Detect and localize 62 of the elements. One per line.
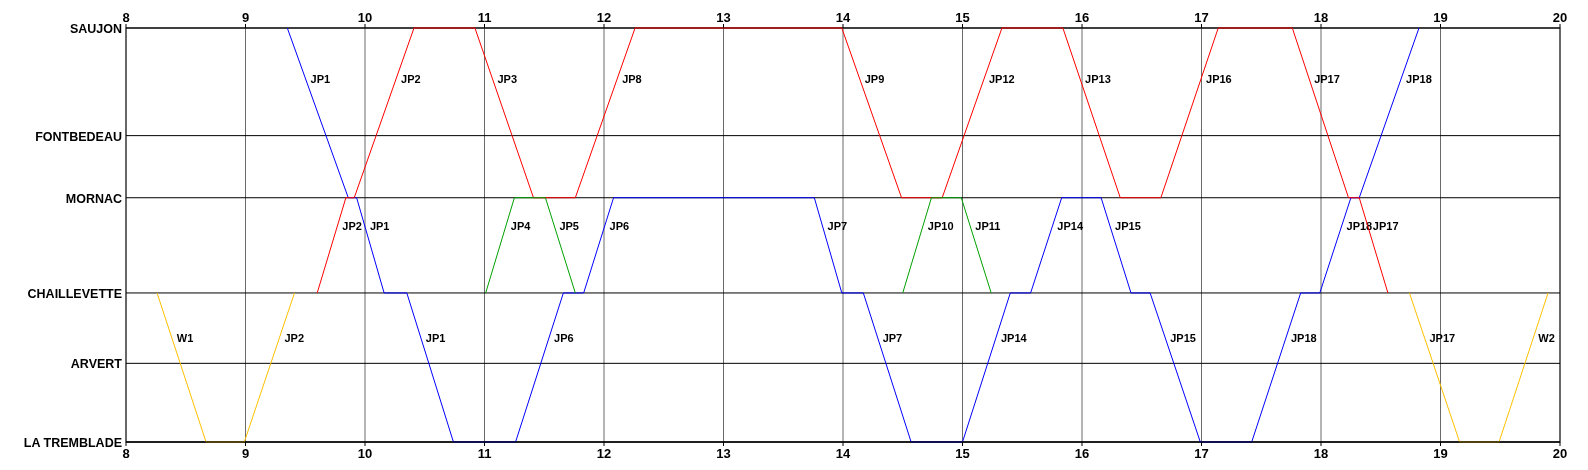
x2-tick-label: 14 — [835, 10, 851, 25]
text: JP18 — [1290, 331, 1317, 344]
x-tick-label: 18 — [1313, 446, 1329, 461]
ref-line-label: FONTBEDEAU — [35, 129, 122, 144]
ref-line-label: CHAILLEVETTE — [27, 286, 122, 301]
x-tick-label: 17 — [1194, 446, 1209, 461]
series-label: JP17 — [1314, 72, 1340, 85]
x-tick-label: 8 — [122, 446, 130, 461]
series-label: JP13 — [1085, 72, 1111, 85]
x2-tick-label: 12 — [596, 10, 612, 25]
series-label: JP11 — [975, 220, 1001, 233]
x-tick-label: 14 — [835, 446, 851, 461]
series-label: JP8 — [622, 72, 642, 85]
text: JP17 — [1372, 220, 1399, 233]
series-label: JP3 — [497, 72, 518, 85]
series-label: JP16 — [1206, 72, 1232, 85]
series-label: JP5 — [559, 220, 579, 233]
text: JP15 — [1115, 220, 1141, 233]
x2-tick-label: 9 — [241, 10, 250, 25]
x-tick-label: 11 — [477, 446, 492, 461]
series-label: JP12 — [989, 72, 1015, 85]
text: JP14 — [1000, 331, 1027, 344]
series-label: W1 — [176, 331, 194, 344]
x2-tick-label: 16 — [1074, 10, 1090, 25]
ref-line-label: SAUJON — [69, 22, 122, 36]
x2-tick-label: 8 — [122, 10, 130, 25]
text: JP2 — [342, 220, 362, 233]
x-tick-label: 10 — [357, 446, 373, 461]
x-tick-label: 13 — [716, 446, 731, 461]
series-label: JP9 — [864, 72, 885, 85]
series-label: JP15 — [1170, 331, 1196, 344]
series-label: JP1 — [310, 72, 331, 85]
x-tick-label: 9 — [241, 446, 250, 461]
series-label: JP14 — [1057, 220, 1084, 233]
text: JP7 — [827, 220, 848, 233]
x2-tick-label: 17 — [1194, 10, 1209, 25]
ref-line-label: ARVERT — [70, 357, 123, 372]
ref-line-label: LA TREMBLADE — [23, 436, 122, 450]
x2-tick-label: 20 — [1552, 10, 1568, 25]
series-label: JP4 — [510, 220, 532, 233]
series-label: W2 — [1538, 331, 1555, 344]
series-label: JP6 — [554, 331, 574, 344]
series-label: JP2 — [284, 331, 305, 344]
text: JP1 — [369, 220, 390, 233]
x2-tick-label: 19 — [1433, 10, 1448, 25]
x2-tick-label: 10 — [357, 10, 373, 25]
x2-tick-label: 11 — [477, 10, 492, 25]
text: JP6 — [609, 220, 630, 233]
series-label: JP7 — [882, 331, 903, 344]
x-tick-label: 20 — [1552, 446, 1568, 461]
x-tick-label: 16 — [1074, 446, 1090, 461]
series-label: JP10 — [927, 220, 954, 233]
x2-tick-label: 13 — [716, 10, 731, 25]
series-label: JP18 — [1406, 72, 1432, 85]
text: JP1 — [425, 331, 446, 344]
x-tick-label: 19 — [1433, 446, 1448, 461]
x2-tick-label: 15 — [955, 10, 970, 25]
x-tick-label: 12 — [596, 446, 612, 461]
x-tick-label: 15 — [955, 446, 970, 461]
series-label: JP2 — [401, 72, 421, 85]
ref-line-label: MORNAC — [65, 191, 122, 206]
x2-tick-label: 18 — [1313, 10, 1329, 25]
